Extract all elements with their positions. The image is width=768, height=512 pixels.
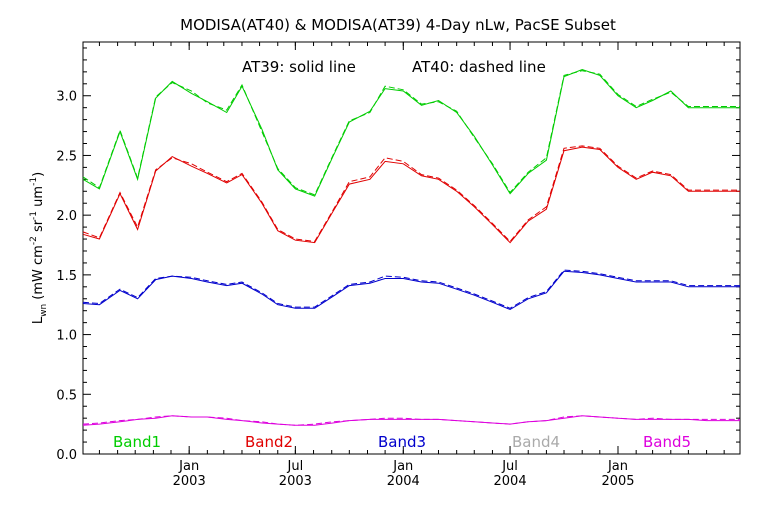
plot-frame	[82, 41, 741, 455]
x-tick-year: 2004	[387, 474, 420, 489]
x-tick-month: Jan	[607, 459, 628, 474]
y-axis-label-unit-open: (mW cm	[31, 245, 46, 304]
x-tick-month: Jan	[392, 459, 413, 474]
series-lines	[82, 68, 740, 426]
legend-band4: Band4	[512, 433, 560, 451]
annotation-dashed: AT40: dashed line	[412, 58, 546, 76]
y-axis-label-sup1: -2	[29, 236, 39, 245]
band2-dashed-line	[82, 145, 740, 243]
y-axis-label-unit-close: )	[31, 172, 46, 177]
legend-band5: Band5	[643, 433, 691, 451]
band1-dashed-line	[82, 70, 740, 196]
x-tick-year: 2003	[279, 474, 312, 489]
y-axis-label-unit-mid: sr	[31, 219, 46, 236]
chart-title: MODISA(AT40) & MODISA(AT39) 4-Day nLw, P…	[180, 16, 616, 34]
x-tick-month: Jan	[178, 459, 199, 474]
y-tick-label: 0.5	[56, 388, 77, 403]
x-tick-year: 2004	[494, 474, 527, 489]
x-tick-month: Jul	[287, 459, 304, 474]
band5-dashed-line	[82, 415, 740, 426]
legend: Band1 Band2 Band3 Band4 Band5	[113, 433, 691, 451]
annotation-solid: AT39: solid line	[242, 58, 356, 76]
y-axis-label-sub: wn	[39, 304, 49, 317]
legend-band3: Band3	[378, 433, 426, 451]
band5-solid-line	[82, 415, 740, 426]
x-tick-month: Jul	[501, 459, 518, 474]
y-tick-label: 1.0	[56, 329, 77, 344]
y-tick-label: 2.5	[56, 149, 77, 164]
y-axis-label-sup2: -1	[29, 211, 39, 220]
band1-solid-line	[82, 68, 740, 197]
legend-band1: Band1	[113, 433, 161, 451]
y-axis-label-unit-mid2: um	[31, 186, 46, 211]
band3-solid-line	[82, 270, 740, 311]
y-tick-label: 0.0	[56, 448, 77, 463]
y-axis-label: Lwn (mW cm-2 sr-1 um-1)	[29, 172, 49, 324]
y-axis: 0.0 0.5 1.0 1.5 2.0 2.5 3.0	[56, 47, 740, 463]
x-tick-year: 2005	[601, 474, 634, 489]
band2-solid-line	[82, 146, 740, 244]
y-tick-label: 2.0	[56, 209, 77, 224]
band3-dashed-line	[82, 269, 740, 309]
y-tick-label: 3.0	[56, 90, 77, 105]
y-tick-label: 1.5	[56, 269, 77, 284]
legend-band2: Band2	[245, 433, 293, 451]
y-axis-label-main: L	[31, 316, 46, 324]
y-axis-label-sup3: -1	[29, 177, 39, 186]
x-tick-year: 2003	[173, 474, 206, 489]
